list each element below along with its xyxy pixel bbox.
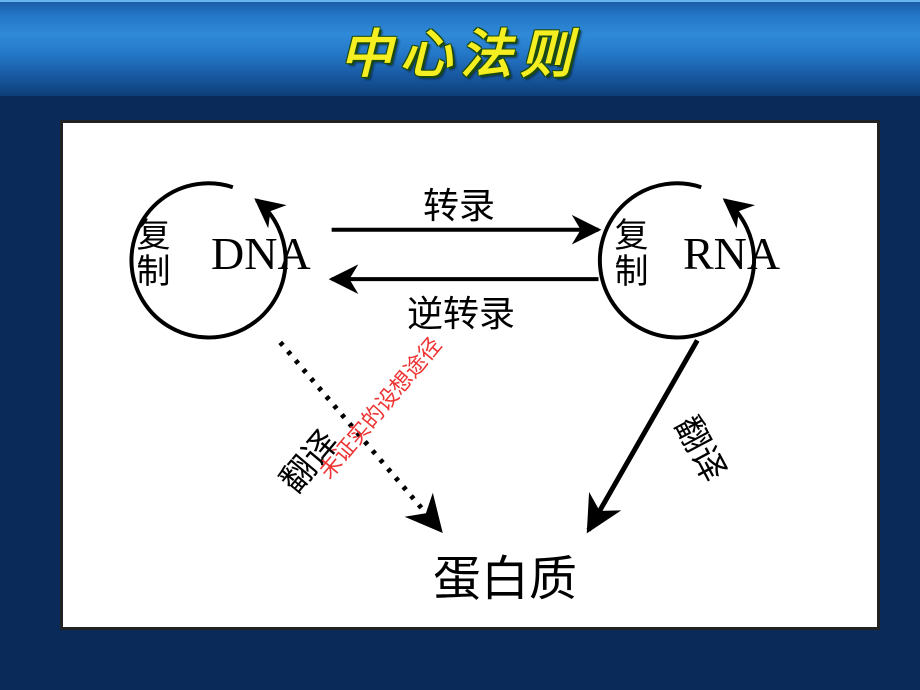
node-protein: 蛋白质 [433, 539, 577, 609]
diagram-panel: DNA RNA 蛋白质 复制 复制 转录 逆转录 翻译 翻译 未证实的设想途径 [60, 120, 880, 630]
slide-title: 中心法则 [340, 12, 580, 87]
label-transcription: 转录 [423, 177, 495, 229]
title-bar: 中心法则 [0, 0, 920, 98]
rna-replication-label: 复制 [603, 217, 652, 289]
node-rna: RNA [683, 227, 780, 280]
slide: 中心法则 DNA RN [0, 0, 920, 690]
dna-replication-label: 复制 [125, 217, 174, 289]
node-dna: DNA [211, 227, 311, 280]
